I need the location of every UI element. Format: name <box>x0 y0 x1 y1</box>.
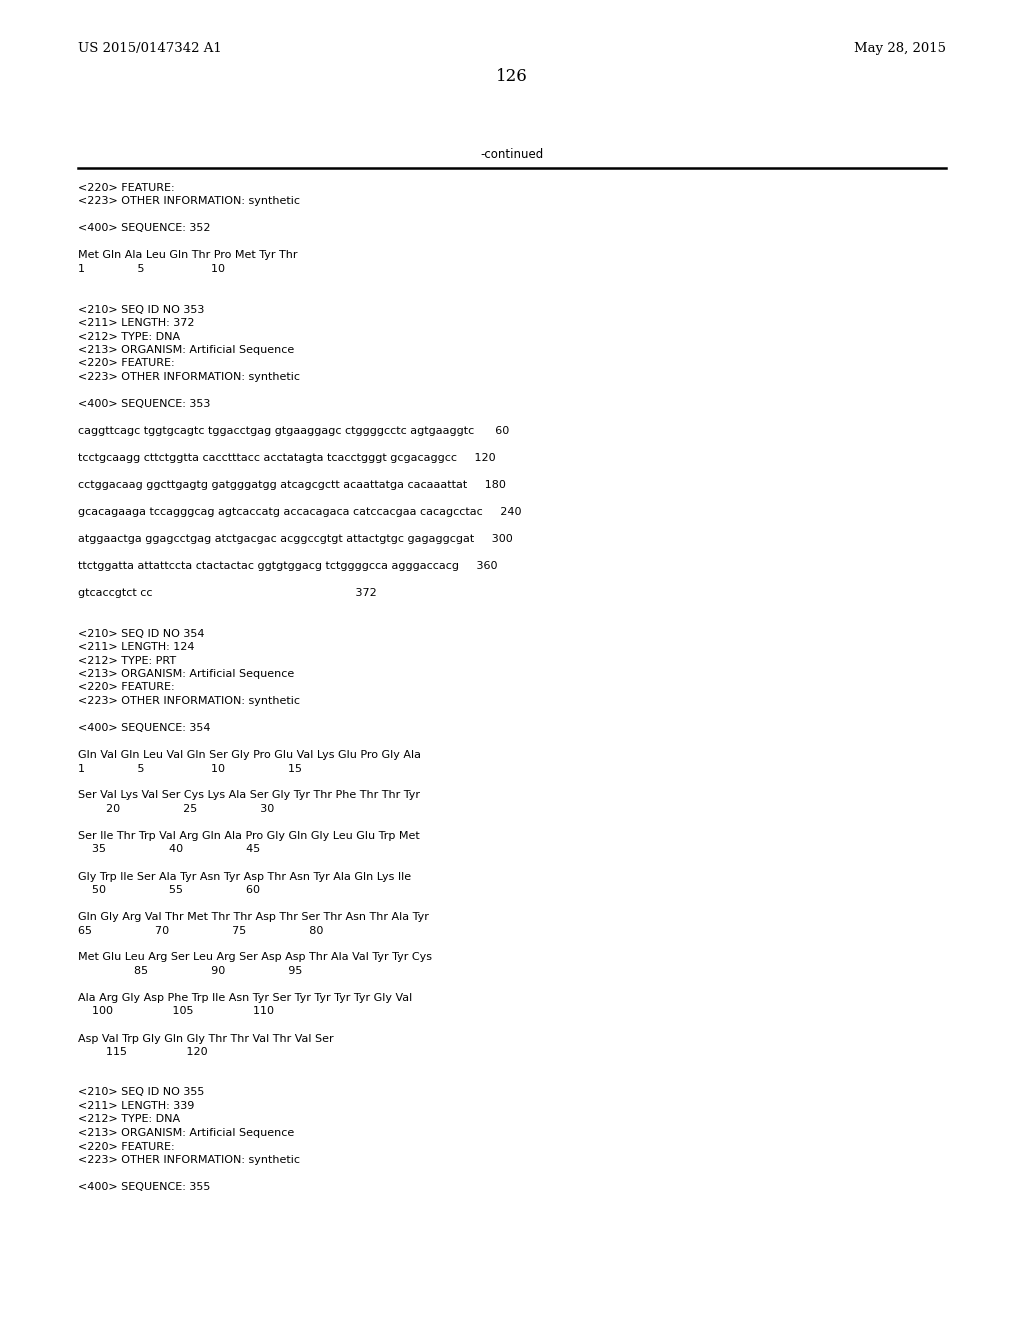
Text: <212> TYPE: DNA: <212> TYPE: DNA <box>78 1114 180 1125</box>
Text: <223> OTHER INFORMATION: synthetic: <223> OTHER INFORMATION: synthetic <box>78 1155 300 1166</box>
Text: <400> SEQUENCE: 353: <400> SEQUENCE: 353 <box>78 399 210 409</box>
Text: <212> TYPE: PRT: <212> TYPE: PRT <box>78 656 176 665</box>
Text: 20                  25                  30: 20 25 30 <box>78 804 274 814</box>
Text: <211> LENGTH: 339: <211> LENGTH: 339 <box>78 1101 195 1111</box>
Text: <220> FEATURE:: <220> FEATURE: <box>78 1142 174 1151</box>
Text: 85                  90                  95: 85 90 95 <box>78 966 302 975</box>
Text: <400> SEQUENCE: 354: <400> SEQUENCE: 354 <box>78 723 210 733</box>
Text: Ala Arg Gly Asp Phe Trp Ile Asn Tyr Ser Tyr Tyr Tyr Tyr Gly Val: Ala Arg Gly Asp Phe Trp Ile Asn Tyr Ser … <box>78 993 412 1003</box>
Text: 50                  55                  60: 50 55 60 <box>78 884 260 895</box>
Text: Met Glu Leu Arg Ser Leu Arg Ser Asp Asp Thr Ala Val Tyr Tyr Cys: Met Glu Leu Arg Ser Leu Arg Ser Asp Asp … <box>78 953 432 962</box>
Text: -continued: -continued <box>480 148 544 161</box>
Text: gtcaccgtct cc                                                          372: gtcaccgtct cc 372 <box>78 587 377 598</box>
Text: <213> ORGANISM: Artificial Sequence: <213> ORGANISM: Artificial Sequence <box>78 669 294 678</box>
Text: <400> SEQUENCE: 355: <400> SEQUENCE: 355 <box>78 1181 210 1192</box>
Text: 126: 126 <box>496 69 528 84</box>
Text: caggttcagc tggtgcagtc tggacctgag gtgaaggagc ctggggcctc agtgaaggtc      60: caggttcagc tggtgcagtc tggacctgag gtgaagg… <box>78 426 509 436</box>
Text: Gln Gly Arg Val Thr Met Thr Thr Asp Thr Ser Thr Asn Thr Ala Tyr: Gln Gly Arg Val Thr Met Thr Thr Asp Thr … <box>78 912 429 921</box>
Text: cctggacaag ggcttgagtg gatgggatgg atcagcgctt acaattatga cacaaattat     180: cctggacaag ggcttgagtg gatgggatgg atcagcg… <box>78 480 506 490</box>
Text: <223> OTHER INFORMATION: synthetic: <223> OTHER INFORMATION: synthetic <box>78 372 300 381</box>
Text: gcacagaaga tccagggcag agtcaccatg accacagaca catccacgaa cacagcctac     240: gcacagaaga tccagggcag agtcaccatg accacag… <box>78 507 521 517</box>
Text: <210> SEQ ID NO 353: <210> SEQ ID NO 353 <box>78 305 204 314</box>
Text: 35                  40                  45: 35 40 45 <box>78 845 260 854</box>
Text: Ser Ile Thr Trp Val Arg Gln Ala Pro Gly Gln Gly Leu Glu Trp Met: Ser Ile Thr Trp Val Arg Gln Ala Pro Gly … <box>78 832 420 841</box>
Text: 1               5                   10                  15: 1 5 10 15 <box>78 763 302 774</box>
Text: ttctggatta attattccta ctactactac ggtgtggacg tctggggcca agggaccacg     360: ttctggatta attattccta ctactactac ggtgtgg… <box>78 561 498 572</box>
Text: 100                 105                 110: 100 105 110 <box>78 1006 273 1016</box>
Text: May 28, 2015: May 28, 2015 <box>854 42 946 55</box>
Text: <223> OTHER INFORMATION: synthetic: <223> OTHER INFORMATION: synthetic <box>78 197 300 206</box>
Text: <220> FEATURE:: <220> FEATURE: <box>78 183 174 193</box>
Text: <213> ORGANISM: Artificial Sequence: <213> ORGANISM: Artificial Sequence <box>78 1129 294 1138</box>
Text: Ser Val Lys Val Ser Cys Lys Ala Ser Gly Tyr Thr Phe Thr Thr Tyr: Ser Val Lys Val Ser Cys Lys Ala Ser Gly … <box>78 791 420 800</box>
Text: 1               5                   10: 1 5 10 <box>78 264 225 275</box>
Text: <220> FEATURE:: <220> FEATURE: <box>78 359 174 368</box>
Text: Met Gln Ala Leu Gln Thr Pro Met Tyr Thr: Met Gln Ala Leu Gln Thr Pro Met Tyr Thr <box>78 251 297 260</box>
Text: atggaactga ggagcctgag atctgacgac acggccgtgt attactgtgc gagaggcgat     300: atggaactga ggagcctgag atctgacgac acggccg… <box>78 535 513 544</box>
Text: <211> LENGTH: 372: <211> LENGTH: 372 <box>78 318 195 327</box>
Text: <213> ORGANISM: Artificial Sequence: <213> ORGANISM: Artificial Sequence <box>78 345 294 355</box>
Text: <400> SEQUENCE: 352: <400> SEQUENCE: 352 <box>78 223 210 234</box>
Text: <223> OTHER INFORMATION: synthetic: <223> OTHER INFORMATION: synthetic <box>78 696 300 706</box>
Text: Gly Trp Ile Ser Ala Tyr Asn Tyr Asp Thr Asn Tyr Ala Gln Lys Ile: Gly Trp Ile Ser Ala Tyr Asn Tyr Asp Thr … <box>78 871 411 882</box>
Text: 65                  70                  75                  80: 65 70 75 80 <box>78 925 324 936</box>
Text: <212> TYPE: DNA: <212> TYPE: DNA <box>78 331 180 342</box>
Text: <210> SEQ ID NO 354: <210> SEQ ID NO 354 <box>78 628 205 639</box>
Text: <211> LENGTH: 124: <211> LENGTH: 124 <box>78 642 195 652</box>
Text: Asp Val Trp Gly Gln Gly Thr Thr Val Thr Val Ser: Asp Val Trp Gly Gln Gly Thr Thr Val Thr … <box>78 1034 334 1044</box>
Text: Gln Val Gln Leu Val Gln Ser Gly Pro Glu Val Lys Glu Pro Gly Ala: Gln Val Gln Leu Val Gln Ser Gly Pro Glu … <box>78 750 421 760</box>
Text: 115                 120: 115 120 <box>78 1047 208 1057</box>
Text: <220> FEATURE:: <220> FEATURE: <box>78 682 174 693</box>
Text: US 2015/0147342 A1: US 2015/0147342 A1 <box>78 42 221 55</box>
Text: tcctgcaagg cttctggtta cacctttacc acctatagta tcacctgggt gcgacaggcc     120: tcctgcaagg cttctggtta cacctttacc acctata… <box>78 453 496 463</box>
Text: <210> SEQ ID NO 355: <210> SEQ ID NO 355 <box>78 1088 204 1097</box>
